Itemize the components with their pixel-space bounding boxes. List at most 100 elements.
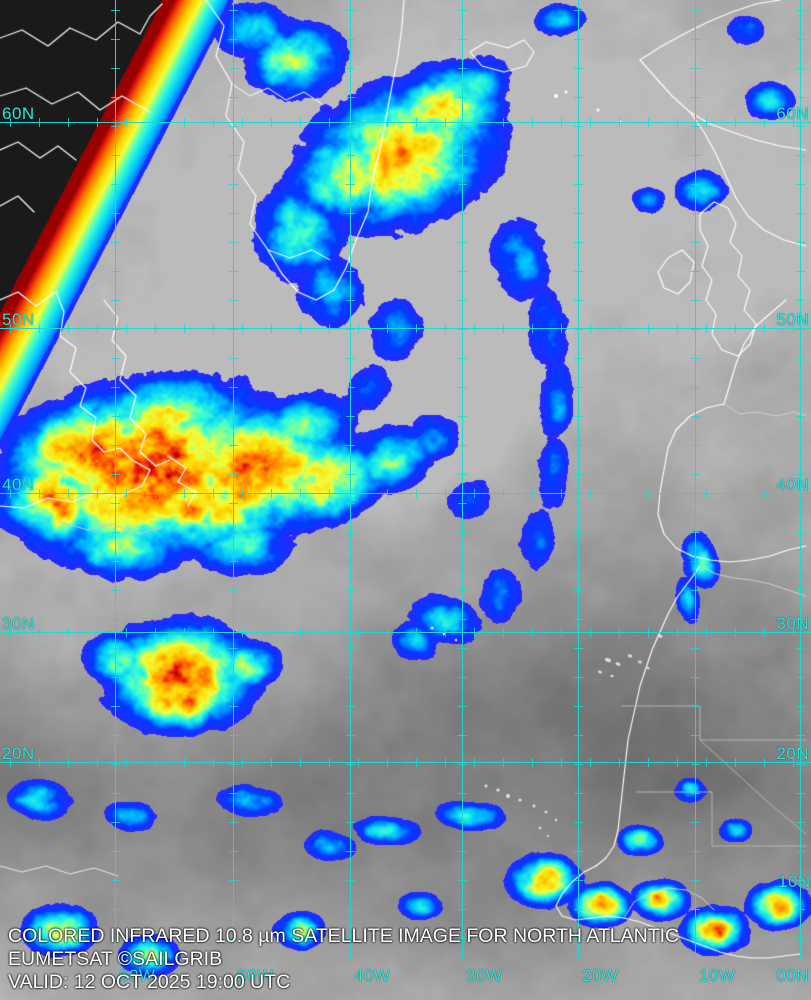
lon-label-00N: 00N xyxy=(776,966,809,985)
graticule-tick xyxy=(416,758,417,767)
graticule-tick xyxy=(458,648,467,649)
graticule-tick xyxy=(346,416,355,417)
graticule-tick xyxy=(574,213,583,214)
graticule-tick xyxy=(458,97,467,98)
graticule-tick xyxy=(574,532,583,533)
graticule-tick xyxy=(346,300,355,301)
graticule-tick xyxy=(796,706,805,707)
graticule-tick xyxy=(796,358,805,359)
graticule-tick xyxy=(271,118,272,127)
graticule-tick xyxy=(126,758,127,767)
graticule-tick xyxy=(346,851,355,852)
graticule-tick xyxy=(590,628,591,637)
graticule-tick xyxy=(458,271,467,272)
graticule-tick xyxy=(68,758,69,767)
graticule-tick xyxy=(111,329,120,330)
graticule-tick xyxy=(111,851,120,852)
graticule-tick xyxy=(706,489,707,498)
graticule-tick xyxy=(271,628,272,637)
graticule-tick xyxy=(574,155,583,156)
graticule-tick xyxy=(574,822,583,823)
graticule-tick xyxy=(346,880,355,881)
graticule-tick xyxy=(346,677,355,678)
graticule-tick xyxy=(796,851,805,852)
graticule-tick xyxy=(691,648,700,649)
graticule-tick xyxy=(691,97,700,98)
graticule-tick xyxy=(358,628,359,637)
graticule-tick xyxy=(229,822,238,823)
graticule-tick xyxy=(796,648,805,649)
graticule-tick xyxy=(677,628,678,637)
lon-label-60W: 60W xyxy=(119,966,156,985)
graticule-tick xyxy=(561,118,562,127)
graticule-tick xyxy=(242,758,243,767)
gridline-lon-00N xyxy=(800,0,801,960)
graticule-tick xyxy=(796,271,805,272)
graticule-tick xyxy=(39,758,40,767)
graticule-tick xyxy=(796,387,805,388)
graticule-tick xyxy=(229,300,238,301)
graticule-tick xyxy=(796,97,805,98)
graticule-tick xyxy=(229,938,238,939)
graticule-tick xyxy=(445,118,446,127)
graticule-tick xyxy=(184,118,185,127)
graticule-tick xyxy=(229,793,238,794)
graticule-tick xyxy=(796,474,805,475)
graticule-tick xyxy=(111,880,120,881)
graticule-tick xyxy=(39,489,40,498)
graticule-tick xyxy=(229,532,238,533)
graticule-tick xyxy=(229,706,238,707)
lat-label-left-20N: 20N xyxy=(2,744,35,763)
graticule-tick xyxy=(387,628,388,637)
graticule-tick xyxy=(532,758,533,767)
graticule-tick xyxy=(796,793,805,794)
graticule-tick xyxy=(346,793,355,794)
graticule-tick xyxy=(574,300,583,301)
graticule-tick xyxy=(346,648,355,649)
graticule-tick xyxy=(229,619,238,620)
graticule-tick xyxy=(574,677,583,678)
graticule-tick xyxy=(346,155,355,156)
graticule-tick xyxy=(10,628,11,637)
graticule-tick xyxy=(735,628,736,637)
graticule-tick xyxy=(691,329,700,330)
graticule-tick xyxy=(764,758,765,767)
graticule-tick xyxy=(458,938,467,939)
graticule-tick xyxy=(796,329,805,330)
graticule-tick xyxy=(39,118,40,127)
graticule-tick xyxy=(691,155,700,156)
graticule-tick xyxy=(111,503,120,504)
graticule-tick xyxy=(691,793,700,794)
graticule-tick xyxy=(346,271,355,272)
graticule-tick xyxy=(648,489,649,498)
graticule-tick xyxy=(346,213,355,214)
graticule-tick xyxy=(10,758,11,767)
lat-label-10N: 10N xyxy=(778,872,811,891)
graticule-tick xyxy=(458,387,467,388)
graticule-tick xyxy=(229,184,238,185)
graticule-tick xyxy=(346,822,355,823)
graticule-tick xyxy=(458,706,467,707)
graticule-tick xyxy=(111,445,120,446)
graticule-tick xyxy=(358,758,359,767)
graticule-tick xyxy=(229,97,238,98)
graticule-tick xyxy=(561,758,562,767)
graticule-tick xyxy=(458,851,467,852)
graticule-tick xyxy=(691,880,700,881)
graticule-tick xyxy=(574,271,583,272)
graticule-tick xyxy=(532,118,533,127)
graticule-tick xyxy=(346,706,355,707)
graticule-tick xyxy=(561,324,562,333)
graticule-tick xyxy=(532,628,533,637)
graticule-tick xyxy=(706,118,707,127)
lon-label-50W: 50W xyxy=(237,966,274,985)
graticule-tick xyxy=(458,532,467,533)
graticule-tick xyxy=(458,561,467,562)
graticule-tick xyxy=(677,118,678,127)
graticule-tick xyxy=(458,503,467,504)
graticule-tick xyxy=(561,489,562,498)
graticule-tick xyxy=(458,184,467,185)
graticule-tick xyxy=(691,242,700,243)
graticule-tick xyxy=(346,909,355,910)
